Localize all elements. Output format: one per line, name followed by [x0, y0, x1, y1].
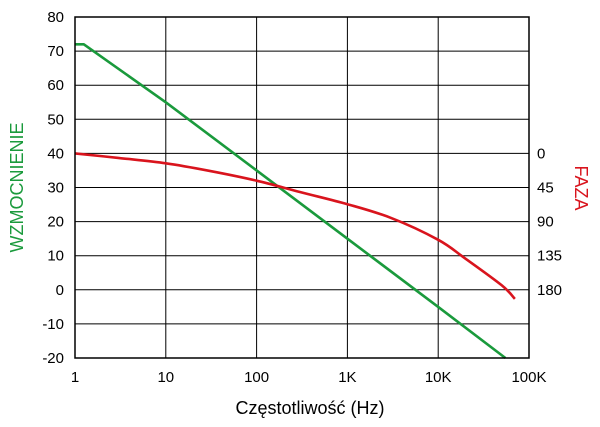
right-tick-label: 0: [537, 145, 545, 162]
right-tick-label: 90: [537, 214, 554, 231]
x-tick-labels: 1 10 100 1K 10K 100K: [71, 369, 547, 386]
right-tick-label: 45: [537, 180, 554, 197]
left-tick-label: 80: [47, 9, 64, 26]
right-tick-label: 180: [537, 282, 562, 299]
grid: [74, 16, 530, 359]
left-tick-label: -20: [42, 350, 64, 367]
x-axis-title: Częstotliwość (Hz): [235, 398, 384, 418]
left-tick-label: 50: [47, 111, 64, 128]
right-tick-labels: 0 45 90 135 180: [537, 145, 562, 298]
right-tick-label: 135: [537, 248, 562, 265]
x-tick-label: 1K: [338, 369, 356, 386]
right-axis-title: FAZA: [571, 165, 591, 210]
left-tick-label: 40: [47, 145, 64, 162]
left-tick-label: 70: [47, 43, 64, 60]
x-tick-label: 10K: [425, 369, 452, 386]
x-tick-label: 10: [157, 369, 174, 386]
series-group: [74, 43, 516, 360]
phase-series-line: [74, 152, 516, 300]
left-tick-label: 0: [56, 282, 64, 299]
x-tick-label: 100K: [511, 369, 546, 386]
left-axis-title: WZMOCNIENIE: [7, 123, 27, 253]
left-tick-label: 30: [47, 180, 64, 197]
left-tick-label: 60: [47, 77, 64, 94]
left-tick-labels: 80 70 60 50 40 30 20 10 0 -10 -20: [42, 9, 64, 367]
x-tick-label: 1: [71, 369, 79, 386]
x-tick-label: 100: [244, 369, 269, 386]
left-tick-label: 10: [47, 248, 64, 265]
left-tick-label: 20: [47, 214, 64, 231]
plot-frame: [74, 16, 530, 359]
left-tick-label: -10: [42, 316, 64, 333]
gain-series-line: [75, 43, 507, 360]
